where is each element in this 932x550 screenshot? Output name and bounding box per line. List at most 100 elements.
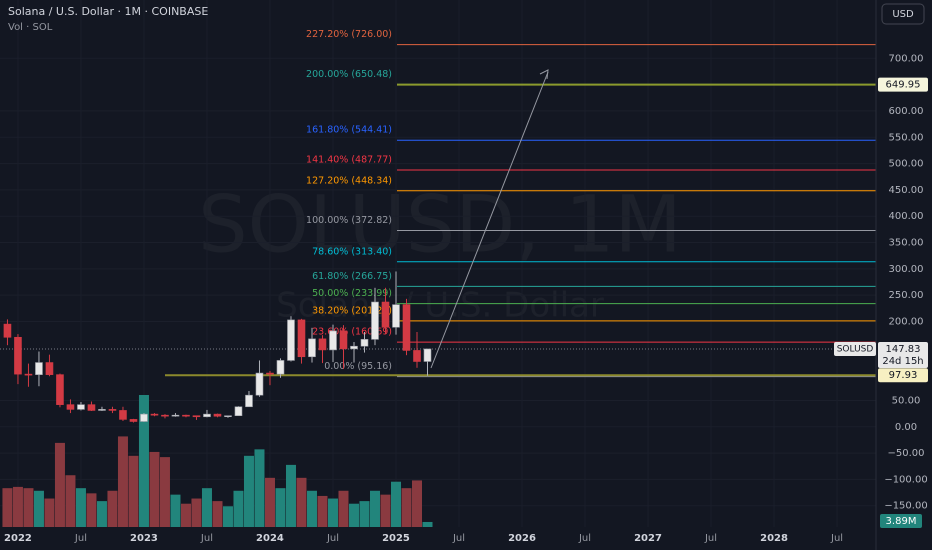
volume-bar — [327, 498, 338, 527]
volume-bar — [222, 506, 233, 527]
candle-body — [182, 414, 190, 417]
volume-bar — [65, 475, 76, 527]
candle-body — [192, 415, 201, 418]
volume-bar — [117, 436, 128, 527]
candle-body — [45, 362, 54, 375]
y-tick-label: 50.00 — [892, 395, 921, 406]
volume-bar — [159, 457, 170, 527]
target-price-tag-bg — [878, 77, 928, 92]
volume-bar — [96, 501, 107, 527]
candle-body — [318, 338, 327, 351]
candle-body — [66, 404, 75, 410]
candle-body — [350, 345, 358, 350]
currency-button[interactable] — [881, 3, 925, 25]
volume-bar — [170, 494, 181, 527]
volume-bar — [180, 503, 191, 527]
volume-bar — [401, 488, 412, 527]
fib-level-label: 0.00% (95.16) — [324, 361, 392, 372]
volume-bar — [317, 495, 328, 527]
volume-bar — [306, 490, 317, 527]
volume-bar — [75, 488, 86, 527]
candle-body — [266, 372, 274, 375]
volume-bar — [338, 490, 349, 527]
y-tick-label: 200.00 — [889, 316, 924, 327]
candle-body — [360, 339, 369, 347]
x-tick-label: Jul — [704, 533, 717, 544]
x-tick-label: 2024 — [256, 533, 284, 544]
support-price-tag-bg — [878, 368, 928, 383]
fib-level-label: 161.80% (544.41) — [306, 125, 392, 136]
volume-bar — [86, 493, 97, 527]
volume-bar — [348, 503, 359, 527]
volume-tag: 3.89M — [886, 516, 917, 527]
candle-body — [56, 374, 64, 405]
y-tick-label: −150.00 — [884, 501, 927, 512]
candle-body — [371, 301, 379, 340]
watermark-subtitle: Solana / U.S. Dollar — [276, 286, 604, 326]
y-tick-label: −100.00 — [884, 474, 927, 485]
y-tick-label: 300.00 — [889, 264, 924, 275]
volume-bar — [138, 395, 149, 527]
last-price-tag: 147.83 — [886, 344, 921, 355]
candle-body — [413, 350, 421, 362]
candle-body — [35, 362, 43, 375]
y-tick-label: 400.00 — [889, 211, 924, 222]
candle-body — [171, 414, 180, 417]
fib-level-label: 100.00% (372.82) — [306, 215, 392, 226]
volume-bar — [23, 488, 34, 527]
candle-body — [77, 404, 85, 410]
fib-level-label: 141.40% (487.77) — [306, 155, 392, 166]
volume-bar — [390, 481, 401, 527]
candle-body — [24, 373, 33, 376]
candle-body — [119, 410, 127, 420]
y-tick-label: 600.00 — [889, 106, 924, 117]
fib-level-label: 127.20% (448.34) — [306, 175, 392, 186]
candle-body — [150, 413, 159, 416]
y-tick-label: 450.00 — [889, 185, 924, 196]
volume-bar — [54, 442, 65, 527]
volume-bar — [264, 477, 275, 527]
y-tick-label: 500.00 — [889, 159, 924, 170]
x-tick-label: Jul — [830, 533, 843, 544]
candle-body — [245, 394, 253, 408]
chart-subtitle: Vol · SOL — [8, 22, 53, 33]
volume-bar — [296, 477, 307, 527]
target-price-tag: 649.95 — [886, 80, 921, 91]
volume-bar — [369, 490, 380, 527]
volume-bar — [44, 498, 55, 527]
y-tick-label: 250.00 — [889, 290, 924, 301]
fib-level-label: 23.60% (160.69) — [312, 327, 392, 338]
last-countdown: 24d 15h — [882, 356, 923, 367]
y-tick-label: 700.00 — [889, 53, 924, 64]
candle-body — [308, 338, 316, 358]
volume-bar — [411, 480, 422, 527]
symbol-tag: SOLUSD — [837, 344, 874, 354]
x-tick-label: Jul — [326, 533, 339, 544]
x-tick-label: Jul — [578, 533, 591, 544]
last-price-bg — [878, 341, 928, 368]
fib-level-label: 227.20% (726.00) — [306, 29, 392, 40]
candle-body — [329, 330, 337, 351]
candle-body — [14, 336, 22, 375]
fib-level-label: 50.00% (233.99) — [312, 288, 392, 299]
chart-title: Solana / U.S. Dollar · 1M · COINBASE — [8, 5, 208, 18]
x-tick-label: 2027 — [634, 533, 662, 544]
volume-bar — [254, 449, 265, 527]
currency-button-label[interactable]: USD — [892, 9, 914, 20]
volume-bar — [243, 455, 254, 527]
symbol-tag-bg — [834, 341, 876, 356]
candle-body — [129, 419, 138, 422]
candle-body — [276, 360, 285, 375]
fib-level-label: 200.00% (650.48) — [306, 69, 392, 80]
volume-bar — [12, 486, 23, 527]
y-tick-label: −50.00 — [887, 448, 924, 459]
projection-arrow — [430, 71, 549, 369]
volume-bar — [275, 488, 286, 527]
volume-bar — [212, 501, 223, 527]
x-tick-label: 2025 — [382, 533, 410, 544]
y-tick-label: 350.00 — [889, 238, 924, 249]
fib-level-label: 38.20% (201.23) — [312, 305, 392, 316]
candle-body — [224, 415, 232, 418]
volume-bar — [380, 494, 391, 527]
volume-bar — [285, 464, 296, 527]
